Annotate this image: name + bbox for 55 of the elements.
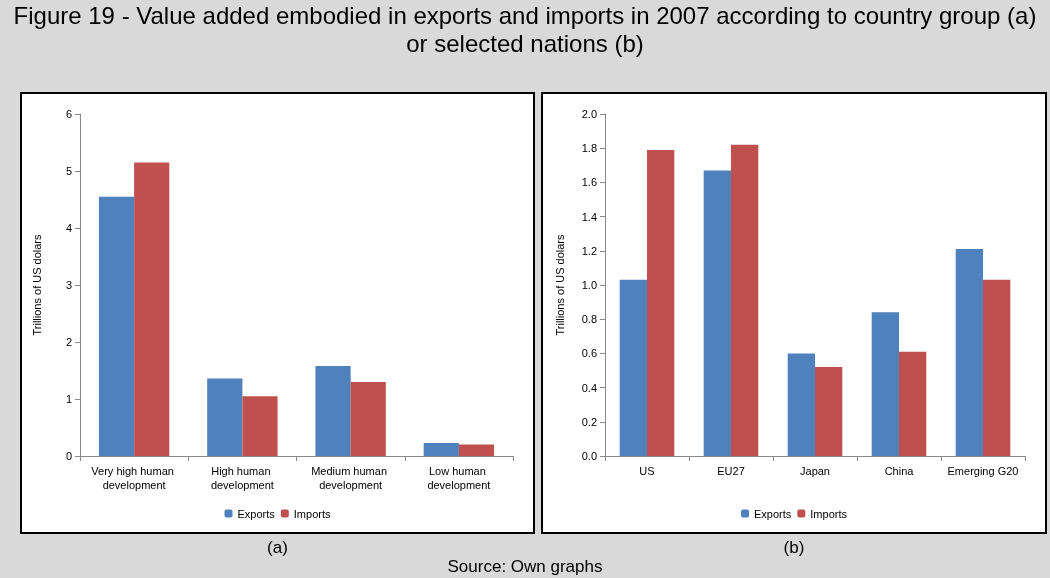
x-tick-label: High human development bbox=[210, 465, 274, 491]
x-tick-label: Medium human development bbox=[311, 465, 391, 491]
y-tick-label: 1.2 bbox=[581, 244, 597, 257]
bar bbox=[899, 351, 927, 456]
y-tick-label: 0.4 bbox=[581, 381, 597, 394]
legend-label: Exports bbox=[237, 507, 276, 520]
bar bbox=[98, 196, 135, 456]
x-tick-label: EU27 bbox=[717, 465, 745, 477]
y-tick-label: 0.8 bbox=[581, 313, 597, 326]
bar bbox=[315, 365, 351, 456]
x-tick-label: US bbox=[639, 465, 655, 477]
bar bbox=[731, 144, 759, 456]
y-tick-label: 5 bbox=[65, 165, 72, 177]
y-tick-label: 1.6 bbox=[581, 176, 597, 189]
y-tick-label: 0 bbox=[65, 450, 72, 462]
y-axis-title: Trillions of US dolars bbox=[30, 233, 43, 336]
bar bbox=[703, 170, 731, 456]
bar bbox=[787, 353, 815, 456]
y-tick-label: 1.8 bbox=[581, 142, 597, 155]
chart-title: Figure 19 - Value added embodied in exports and imports in 2007 according to country group (a) or selected nations (b) bbox=[12, 2, 1038, 58]
bar bbox=[207, 378, 243, 456]
bar bbox=[815, 367, 843, 456]
bar bbox=[983, 279, 1011, 456]
y-tick-label: 2.0 bbox=[581, 108, 597, 120]
bar bbox=[458, 444, 495, 456]
y-tick-label: 6 bbox=[65, 108, 72, 120]
y-tick-label: 4 bbox=[65, 222, 72, 234]
y-tick-label: 1.0 bbox=[581, 279, 597, 291]
bar bbox=[647, 149, 675, 456]
text: (a) bbox=[266, 538, 289, 558]
x-tick-label: Emerging G20 bbox=[947, 465, 1019, 477]
bar bbox=[871, 312, 899, 456]
x-tick-label: Very high human development bbox=[91, 465, 177, 491]
y-tick-label: 1 bbox=[65, 393, 72, 405]
bar bbox=[134, 162, 170, 456]
x-tick-label: Japan bbox=[800, 465, 830, 477]
y-axis-title: Trillions of US dolars bbox=[553, 233, 566, 336]
y-tick-label: 3 bbox=[65, 279, 72, 291]
bar bbox=[619, 279, 647, 456]
bar bbox=[423, 442, 459, 456]
legend-label: Exports bbox=[754, 507, 792, 520]
y-tick-label: 1.4 bbox=[581, 210, 597, 223]
y-tick-label: 0.2 bbox=[581, 415, 597, 428]
y-tick-label: 2 bbox=[65, 336, 72, 348]
y-tick-label: 0.6 bbox=[581, 347, 597, 360]
bar bbox=[955, 249, 983, 456]
source-note: Source: Own graphs bbox=[446, 557, 604, 577]
text: (b) bbox=[782, 538, 806, 558]
legend-label: Imports bbox=[810, 507, 848, 520]
x-tick-label: China bbox=[884, 465, 915, 477]
legend-label: Imports bbox=[293, 507, 331, 520]
y-tick-label: 0.0 bbox=[581, 450, 597, 462]
bar bbox=[350, 381, 386, 456]
x-tick-label: Low human development bbox=[427, 465, 491, 491]
bar bbox=[242, 396, 278, 456]
